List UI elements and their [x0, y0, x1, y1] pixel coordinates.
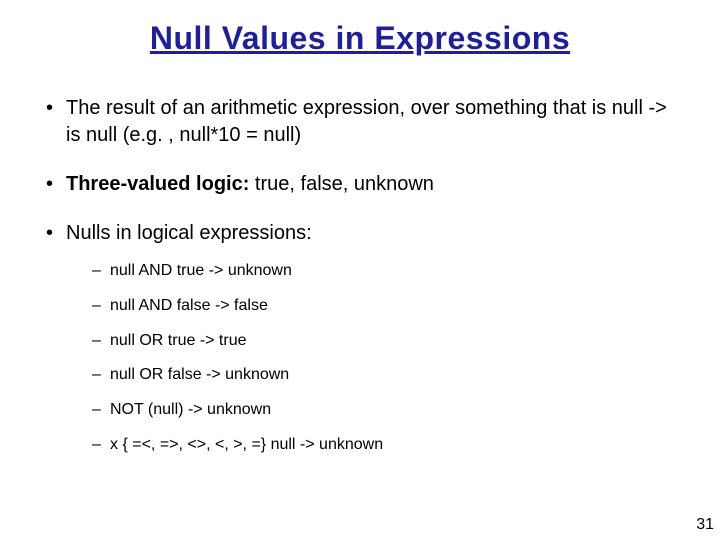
page-number: 31 [696, 516, 714, 534]
main-bullet-list: The result of an arithmetic expression, … [38, 95, 682, 456]
sub-and-true: null AND true -> unknown [92, 261, 682, 282]
bullet-arithmetic: The result of an arithmetic expression, … [44, 95, 682, 149]
sub-or-false: null OR false -> unknown [92, 365, 682, 386]
slide-title: Null Values in Expressions [38, 20, 682, 57]
bullet-strong-text: Three-valued logic: [66, 173, 249, 195]
sub-text: NOT (null) -> unknown [110, 401, 271, 418]
bullet-logical: Nulls in logical expressions: null AND t… [44, 220, 682, 456]
sub-bullet-list: null AND true -> unknown null AND false … [66, 261, 682, 456]
bullet-three-valued: Three-valued logic: true, false, unknown [44, 171, 682, 198]
bullet-text: Nulls in logical expressions: [66, 222, 312, 244]
sub-text: x { =<, =>, <>, <, >, =} null -> unknown [110, 436, 383, 453]
sub-text: null AND true -> unknown [110, 262, 292, 279]
bullet-rest-text: true, false, unknown [249, 173, 434, 195]
sub-text: null AND false -> false [110, 297, 268, 314]
sub-not: NOT (null) -> unknown [92, 400, 682, 421]
sub-compare: x { =<, =>, <>, <, >, =} null -> unknown [92, 435, 682, 456]
sub-text: null OR false -> unknown [110, 366, 289, 383]
sub-and-false: null AND false -> false [92, 296, 682, 317]
bullet-text: The result of an arithmetic expression, … [66, 97, 667, 146]
slide-container: Null Values in Expressions The result of… [0, 0, 720, 456]
sub-or-true: null OR true -> true [92, 331, 682, 352]
sub-text: null OR true -> true [110, 332, 247, 349]
